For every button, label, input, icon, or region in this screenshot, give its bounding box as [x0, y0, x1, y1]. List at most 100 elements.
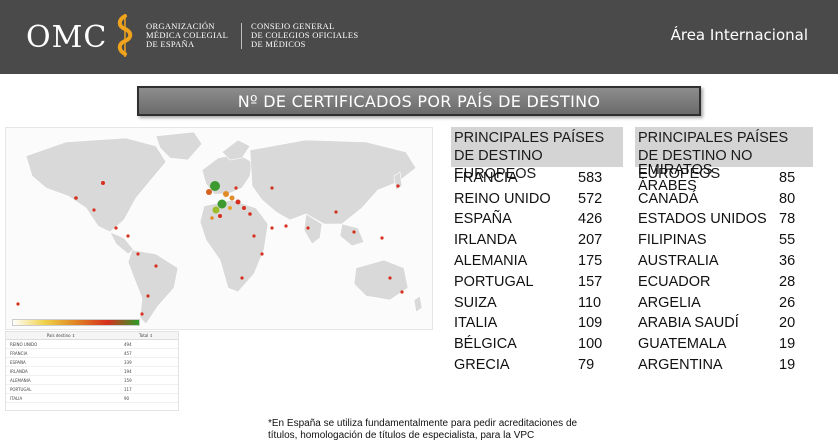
table-row: ESPAÑA 426 [451, 208, 623, 230]
country-count: 175 [578, 253, 603, 270]
table-row: ESTADOS UNIDOS 78 [635, 208, 813, 230]
country-count: 207 [578, 232, 603, 249]
country-count: 20 [779, 315, 796, 332]
mini-country: FRANCIA [10, 350, 28, 356]
non-european-destinations-table: PRINCIPALES PAÍSES DE DESTINO NO EUROPEO… [635, 127, 813, 375]
table-row: BÉLGICA 100 [451, 333, 623, 354]
org-line: MÉDICA COLEGIAL [146, 30, 229, 40]
org-line: ORGANIZACIÓN [146, 21, 215, 31]
country-name: GRECIA [454, 357, 510, 374]
country-count: 19 [779, 357, 796, 374]
country-count: 19 [779, 336, 796, 353]
mini-country: ITALIA [10, 395, 23, 401]
country-name: BÉLGICA [454, 336, 517, 353]
country-count: 85 [779, 169, 796, 186]
mini-country: PORTUGAL [10, 386, 32, 392]
european-destinations-table: PRINCIPALES PAÍSES DE DESTINO EUROPEOS F… [451, 127, 623, 375]
table-row: ARABIA SAUDÍ 20 [635, 312, 813, 334]
country-name: ARGENTINA [638, 357, 723, 374]
country-name: FILIPINAS [638, 232, 707, 249]
country-name: ARGELIA [638, 294, 701, 311]
country-name: ITALIA [454, 315, 498, 332]
country-name: ESPAÑA [454, 211, 512, 228]
table-row: PORTUGAL 117 [6, 385, 178, 394]
mini-total: 117 [124, 386, 132, 392]
country-count: 426 [578, 211, 603, 228]
table-row: FILIPINAS 55 [635, 229, 813, 250]
council-name-block: CONSEJO GENERAL DE COLEGIOS OFICIALES DE… [251, 22, 358, 49]
org-name-block: ORGANIZACIÓN MÉDICA COLEGIAL DE ESPAÑA [146, 22, 228, 49]
country-count: 80 [779, 190, 796, 207]
country-name: IRLANDA [454, 232, 517, 249]
council-line: DE COLEGIOS OFICIALES [251, 30, 359, 40]
country-count: 28 [779, 273, 796, 290]
council-line: DE MÉDICOS [251, 39, 306, 49]
omc-logo: OMC [26, 20, 108, 55]
country-count: 79 [578, 357, 595, 374]
table-row: REINO UNIDO 494 [6, 340, 178, 349]
page-title: Nº DE CERTIFICADOS POR PAÍS DE DESTINO [237, 91, 601, 111]
country-count: 100 [578, 336, 603, 353]
country-count: 78 [779, 211, 796, 228]
country-count: 110 [578, 294, 602, 311]
country-count: 36 [779, 253, 796, 270]
country-name: REINO UNIDO [454, 190, 551, 207]
world-map-panel [5, 127, 433, 330]
caduceus-logo-icon [117, 14, 133, 57]
area-label: Área Internacional [670, 26, 808, 44]
mini-table-header: País destino ⇕ Total ⇕ [6, 332, 178, 340]
country-count: 109 [578, 315, 603, 332]
table-row: CANADÁ 80 [635, 187, 813, 209]
table-row: IRLANDA 207 [451, 229, 623, 250]
country-name: EMIRATOS ÁRABES [638, 161, 713, 194]
non-european-table-heading: PRINCIPALES PAÍSES DE DESTINO NO EUROPEO… [635, 127, 813, 182]
country-name: CANADÁ [638, 190, 699, 207]
country-name: ECUADOR [638, 273, 711, 290]
map-legend-gradient [12, 319, 140, 326]
mini-header-total[interactable]: Total ⇕ [139, 333, 153, 338]
country-name: GUATEMALA [638, 336, 727, 353]
country-count: 55 [779, 232, 796, 249]
header-bar: OMC ORGANIZACIÓN MÉDICA COLEGIAL DE ESPA… [0, 0, 838, 74]
council-line: CONSEJO GENERAL [251, 21, 335, 31]
table-row: ECUADOR 28 [635, 270, 813, 292]
country-name: ARABIA SAUDÍ [638, 315, 739, 332]
table-row: ARGENTINA 19 [635, 354, 813, 375]
footnote: *En España se utiliza fundamentalmente p… [268, 418, 578, 441]
title-banner: Nº DE CERTIFICADOS POR PAÍS DE DESTINO [137, 86, 701, 116]
table-row: ESPAÑA 339 [6, 358, 178, 367]
table-row: EMIRATOS ÁRABES 85 [635, 162, 813, 194]
table-row: FRANCIA 583 [451, 167, 623, 188]
header-divider [241, 23, 242, 49]
country-name: PORTUGAL [454, 273, 534, 290]
country-count: 26 [779, 294, 796, 311]
country-name: FRANCIA [454, 169, 518, 186]
table-row: AUSTRALIA 36 [635, 250, 813, 271]
mini-country: REINO UNIDO [10, 341, 38, 347]
table-row: IRLANDA 194 [6, 367, 178, 376]
table-row: PORTUGAL 157 [451, 270, 623, 292]
country-name: ESTADOS UNIDOS [638, 211, 767, 228]
mini-header-country[interactable]: País destino ⇕ [46, 333, 76, 338]
table-row: ALEMANIA 159 [6, 376, 178, 385]
mini-total: 494 [124, 341, 132, 347]
mini-country: ALEMANIA [10, 377, 31, 383]
table-row: FRANCIA 457 [6, 349, 178, 358]
mini-country: IRLANDA [10, 368, 28, 374]
mini-total: 90 [124, 395, 130, 401]
table-row: GRECIA 79 [451, 354, 623, 375]
org-line: DE ESPAÑA [146, 39, 195, 49]
table-row: GUATEMALA 19 [635, 333, 813, 354]
european-table-heading: PRINCIPALES PAÍSES DE DESTINO EUROPEOS [451, 127, 623, 182]
country-count: 583 [578, 169, 603, 186]
table-row: ARGELIA 26 [635, 291, 813, 313]
table-row: ITALIA 109 [451, 312, 623, 334]
table-row: ITALIA 90 [6, 394, 178, 403]
country-name: ALEMANIA [454, 253, 528, 270]
mini-country: ESPAÑA [10, 359, 26, 365]
mini-total: 457 [124, 350, 132, 356]
mini-total: 159 [124, 377, 132, 383]
table-row: ALEMANIA 175 [451, 250, 623, 271]
mini-total: 339 [124, 359, 132, 365]
map-data-table: País destino ⇕ Total ⇕ REINO UNIDO 494 FR… [5, 331, 179, 411]
